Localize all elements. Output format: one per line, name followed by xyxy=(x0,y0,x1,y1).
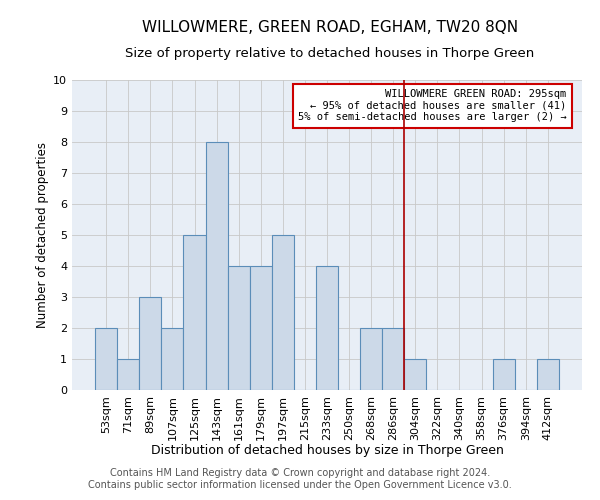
Text: Contains HM Land Registry data © Crown copyright and database right 2024.
Contai: Contains HM Land Registry data © Crown c… xyxy=(88,468,512,490)
Bar xyxy=(537,359,559,390)
Bar xyxy=(161,328,184,390)
Text: Size of property relative to detached houses in Thorpe Green: Size of property relative to detached ho… xyxy=(125,48,535,60)
Bar xyxy=(382,328,404,390)
Text: WILLOWMERE GREEN ROAD: 295sqm
← 95% of detached houses are smaller (41)
5% of se: WILLOWMERE GREEN ROAD: 295sqm ← 95% of d… xyxy=(298,90,567,122)
Bar xyxy=(316,266,338,390)
Bar xyxy=(360,328,382,390)
Text: WILLOWMERE, GREEN ROAD, EGHAM, TW20 8QN: WILLOWMERE, GREEN ROAD, EGHAM, TW20 8QN xyxy=(142,20,518,35)
Bar xyxy=(139,297,161,390)
Bar xyxy=(493,359,515,390)
Bar xyxy=(227,266,250,390)
X-axis label: Distribution of detached houses by size in Thorpe Green: Distribution of detached houses by size … xyxy=(151,444,503,457)
Bar xyxy=(250,266,272,390)
Bar xyxy=(206,142,227,390)
Bar xyxy=(184,235,206,390)
Bar xyxy=(404,359,427,390)
Bar xyxy=(95,328,117,390)
Y-axis label: Number of detached properties: Number of detached properties xyxy=(36,142,49,328)
Bar xyxy=(272,235,294,390)
Bar xyxy=(117,359,139,390)
